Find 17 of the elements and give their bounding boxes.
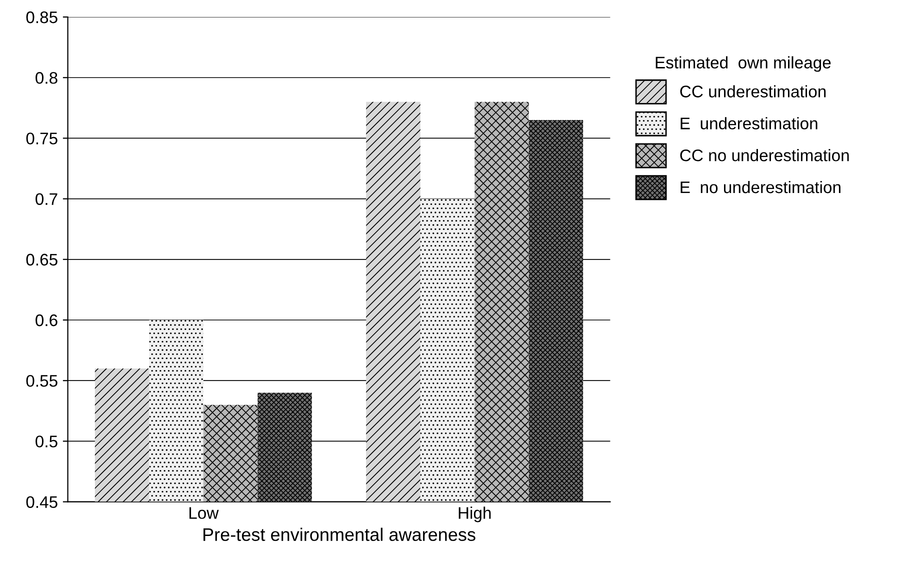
y-tick-label: 0.45 — [26, 496, 58, 508]
x-axis-title: Pre-test environmental awareness — [204, 528, 476, 542]
y-tick-label: 0.8 — [36, 72, 58, 84]
legend-label: CC no underestimation — [680, 149, 849, 162]
y-tick-label: 0.55 — [26, 375, 58, 387]
y-tick-label: 0.6 — [36, 314, 58, 326]
legend-label: E no underestimation — [680, 180, 840, 194]
legend-label: CC underestimation — [680, 85, 826, 98]
y-tick-label: 0.7 — [36, 193, 58, 206]
x-tick-label: High — [458, 506, 491, 522]
y-tick-label: 0.85 — [26, 11, 58, 24]
x-tick-label: Low — [189, 507, 219, 519]
y-tick-label: 0.75 — [26, 132, 58, 144]
legend-title: Estimated own mileage — [656, 56, 831, 72]
y-tick-label: 0.65 — [26, 254, 58, 266]
legend-label: E underestimation — [680, 117, 818, 130]
y-tick-label: 0.5 — [36, 436, 58, 448]
